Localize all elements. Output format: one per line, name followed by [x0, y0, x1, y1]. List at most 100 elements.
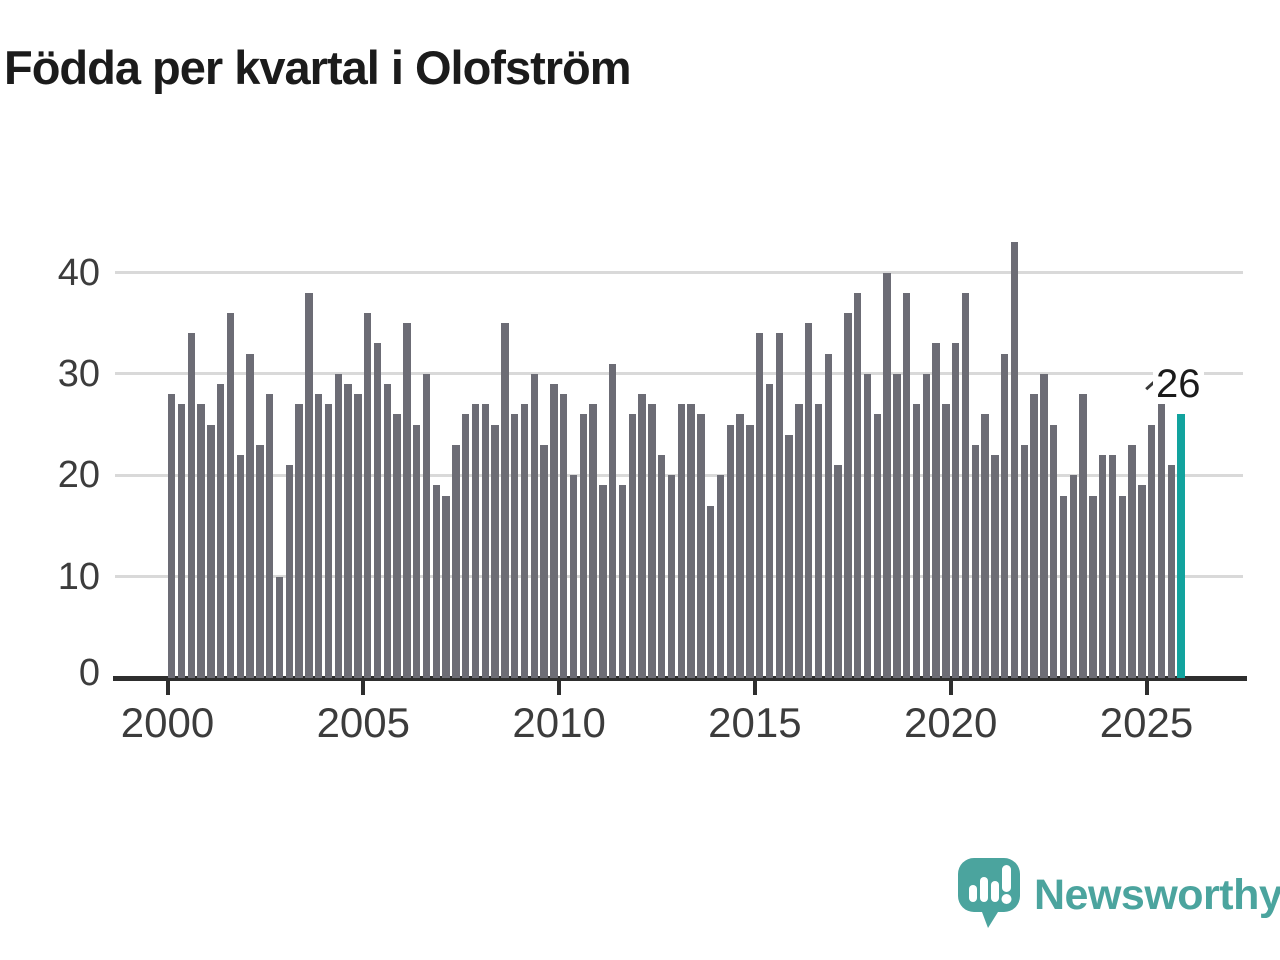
bar	[275, 576, 284, 678]
x-tick-mark	[361, 681, 366, 695]
bar	[991, 454, 999, 678]
bar	[854, 292, 862, 678]
bar	[266, 394, 274, 678]
bar	[687, 404, 695, 678]
bar	[501, 323, 509, 678]
bar	[893, 373, 901, 678]
last-value-annotation: 26	[1153, 364, 1204, 404]
bar	[775, 333, 783, 678]
bar	[903, 292, 911, 678]
bar	[795, 404, 803, 678]
bar	[648, 404, 656, 678]
bar	[805, 323, 813, 678]
bar	[1157, 404, 1166, 678]
bar	[422, 373, 431, 678]
bar	[354, 394, 362, 678]
bar	[481, 404, 489, 678]
bar	[442, 495, 450, 678]
bar	[756, 333, 764, 678]
y-tick-label: 0	[78, 652, 100, 694]
x-tick-mark	[948, 681, 953, 695]
bar	[609, 363, 617, 678]
bar	[344, 384, 352, 678]
bar	[168, 394, 176, 678]
bar	[511, 414, 519, 678]
bar	[540, 444, 548, 678]
bar	[1148, 424, 1156, 678]
bar	[315, 394, 323, 678]
x-tick-label: 2020	[903, 699, 998, 746]
x-tick-mark	[165, 681, 170, 695]
x-tick-mark	[1144, 681, 1149, 695]
bar	[863, 373, 872, 678]
bar	[814, 404, 823, 678]
bar	[187, 333, 195, 678]
bar	[177, 404, 186, 678]
bar	[726, 424, 734, 678]
highlighted-bar	[1177, 414, 1185, 678]
bar	[932, 343, 940, 678]
bar	[471, 404, 480, 678]
bar	[765, 384, 774, 678]
x-axis-line	[113, 676, 1247, 681]
x-tick-mark	[557, 681, 562, 695]
bar	[1099, 454, 1107, 678]
bar	[530, 373, 538, 678]
bar	[550, 384, 558, 678]
bar	[824, 353, 832, 678]
bar	[520, 404, 529, 678]
bar	[285, 465, 293, 678]
x-tick-label: 2000	[120, 699, 215, 746]
bar	[638, 394, 646, 678]
bar	[667, 475, 676, 678]
bar	[658, 454, 666, 678]
bar	[1050, 424, 1058, 678]
bar	[599, 485, 607, 678]
bar	[383, 384, 391, 678]
bar	[1001, 353, 1009, 678]
bar	[403, 323, 411, 678]
chart-title: Födda per kvartal i Olofström	[4, 41, 632, 94]
bar	[1089, 495, 1097, 678]
bar	[922, 373, 930, 678]
y-tick-label: 10	[57, 555, 100, 598]
bar	[432, 485, 440, 678]
bar	[942, 404, 950, 678]
bar	[1040, 373, 1048, 678]
bar	[236, 454, 244, 678]
bar	[1138, 485, 1146, 678]
bar	[226, 313, 235, 678]
bar	[785, 434, 793, 678]
bar	[393, 414, 401, 678]
x-tick-label: 2010	[512, 699, 606, 746]
y-tick-label: 20	[57, 454, 100, 497]
x-tick-label: 2015	[708, 699, 802, 746]
bar	[618, 485, 627, 678]
bar	[1118, 495, 1126, 678]
y-tick-label: 30	[57, 352, 100, 395]
bar	[207, 424, 215, 678]
bar	[677, 404, 685, 678]
bar	[413, 424, 421, 678]
bar	[1079, 394, 1087, 678]
bar	[295, 404, 303, 678]
bar	[373, 343, 382, 678]
bar	[1167, 465, 1175, 678]
bar	[873, 414, 881, 678]
bar	[217, 384, 225, 678]
bar	[883, 272, 891, 678]
bar	[981, 414, 989, 678]
newsworthy-logo-text: Newsworthy	[1034, 870, 1280, 919]
bar	[334, 373, 342, 678]
gridline	[115, 271, 1243, 274]
bar	[1069, 475, 1077, 678]
bar	[452, 444, 460, 678]
bar	[560, 394, 568, 678]
gridline	[115, 372, 1243, 376]
bar	[628, 414, 636, 678]
bar	[971, 444, 979, 678]
bar	[844, 313, 852, 678]
newsworthy-logo-icon	[958, 858, 1020, 928]
newsworthy-logo: Newsworthy	[958, 858, 1280, 932]
bar	[707, 505, 715, 678]
